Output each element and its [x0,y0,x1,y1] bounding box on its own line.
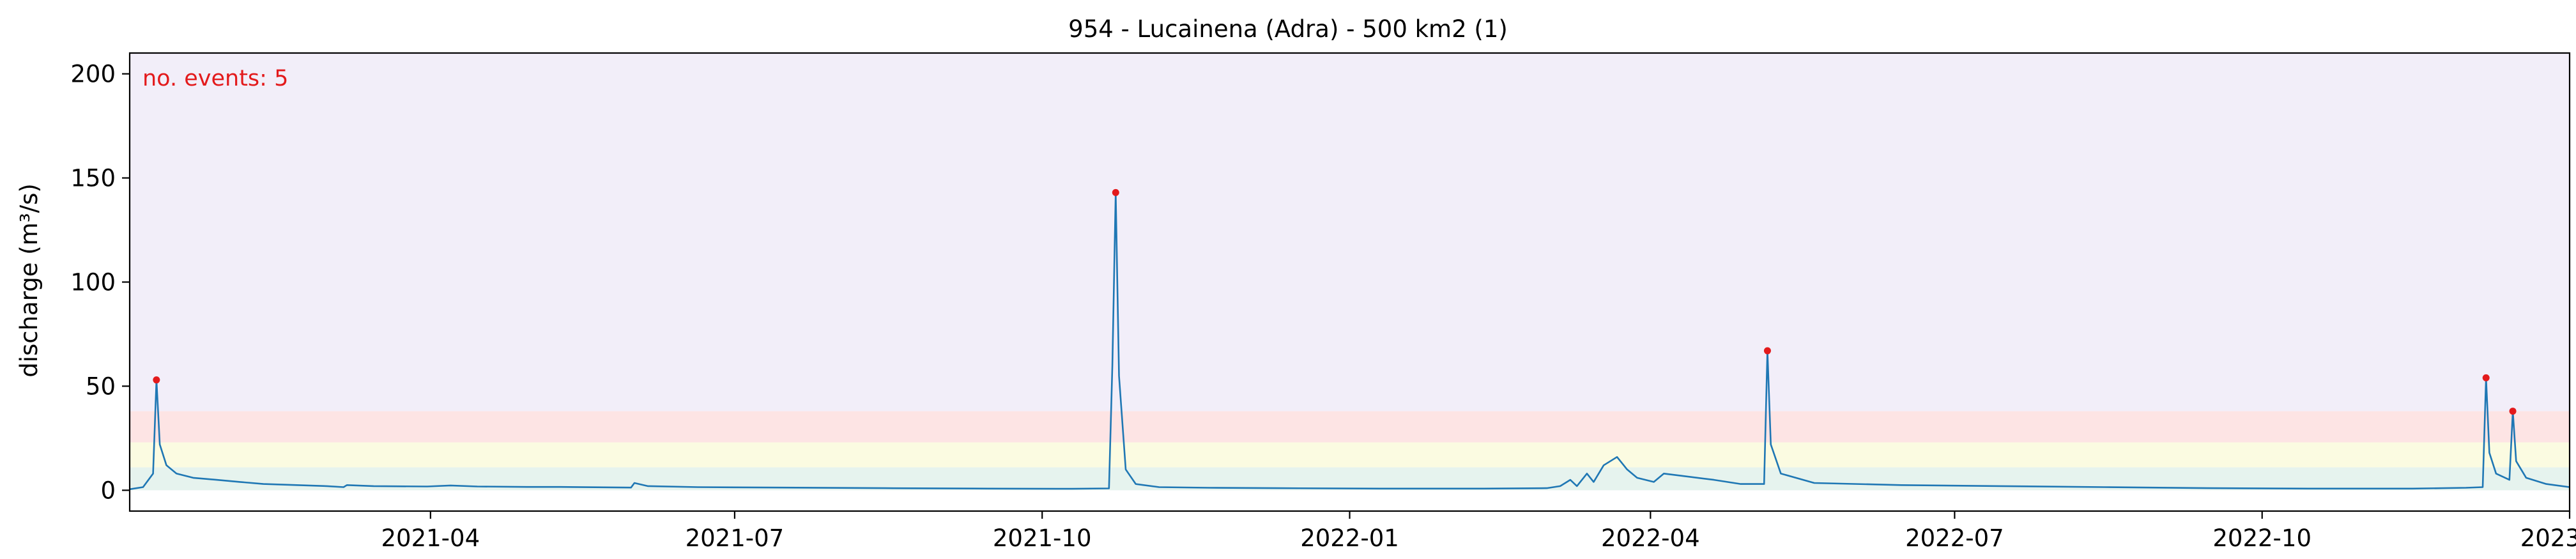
x-tick-label: 2022-01 [1300,525,1399,552]
event-markers [153,188,2517,415]
threshold-band-3 [130,53,2570,411]
x-tick-label: 2021-07 [686,525,785,552]
y-axis-label: discharge (m³/s) [15,183,43,378]
event-marker-3 [1763,347,1771,355]
hydrograph-layer [129,192,2570,491]
discharge-series-line [129,192,2570,491]
chart-title: 954 - Lucainena (Adra) - 500 km2 (1) [1068,15,1508,43]
x-tick-label: 2022-07 [1905,525,2004,552]
event-marker-4 [2482,374,2490,381]
y-tick-label: 150 [70,165,116,192]
x-tick-label: 2021-04 [381,525,480,552]
event-marker-2 [1112,188,1119,196]
y-tick-label: 0 [100,477,116,504]
threshold-bands [130,53,2570,491]
x-tick-label: 2023-01 [2520,525,2576,552]
x-tick-label: 2022-04 [1601,525,1700,552]
event-count-annotation: no. events: 5 [142,66,288,91]
y-tick-label: 50 [86,372,116,400]
x-tick-label: 2021-10 [993,525,1092,552]
y-tick-label: 100 [70,269,116,296]
threshold-band-1 [130,442,2570,468]
event-marker-5 [2509,408,2517,415]
threshold-band-2 [130,411,2570,443]
event-marker-1 [153,376,160,384]
axes: 0 50 100 150 200 2021-04 2021-07 2021-10 2022-01… [70,52,2576,552]
y-tick-label: 200 [70,61,116,88]
x-tick-label: 2022-10 [2212,525,2312,552]
